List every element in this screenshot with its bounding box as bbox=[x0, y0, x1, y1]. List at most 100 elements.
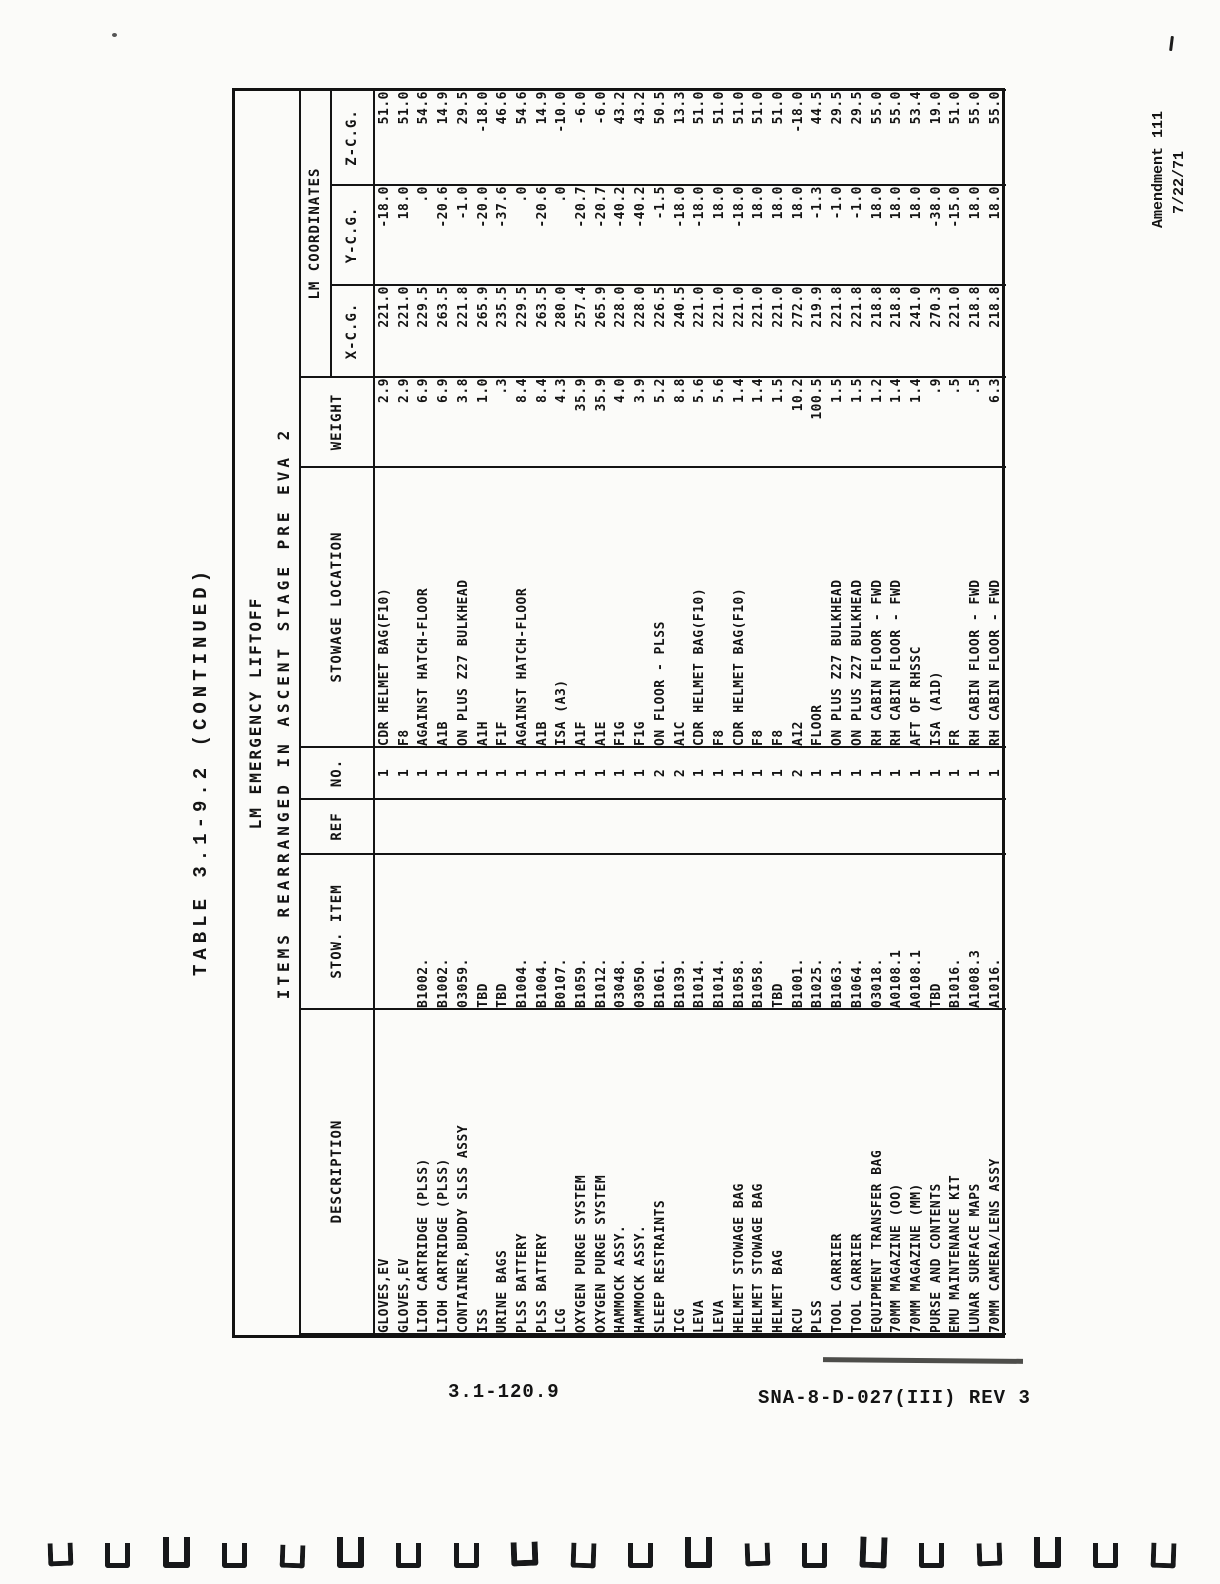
table-cell: -18.0 bbox=[729, 185, 750, 285]
table-cell: 35.9 bbox=[591, 377, 612, 467]
table-row: LUNAR SURFACE MAPS A1008.3 1 RH CABIN FLOOR… bbox=[966, 90, 986, 1334]
table-cell: 14.9 bbox=[434, 90, 454, 185]
table-title: LM EMERGENCY LIFTOFF bbox=[246, 596, 265, 830]
table-cell: F1G bbox=[611, 467, 632, 747]
table-cell: LUNAR SURFACE MAPS bbox=[966, 1009, 986, 1334]
table-cell: 55.0 bbox=[966, 90, 986, 185]
table-cell: ON PLUS Z27 BULKHEAD bbox=[847, 467, 868, 747]
table-cell bbox=[670, 799, 691, 854]
table-cell: 270.3 bbox=[926, 285, 947, 377]
table-cell: 218.8 bbox=[887, 285, 907, 377]
table-row: GLOVES,EV 1 CDR HELMET BAG(F10) 2.9 221.0 -18… bbox=[374, 90, 395, 1334]
table-cell: 221.0 bbox=[946, 285, 967, 377]
table-cell: CDR HELMET BAG(F10) bbox=[729, 467, 750, 747]
table-cell: 43.2 bbox=[611, 90, 632, 185]
table-cell: 1 bbox=[847, 747, 868, 799]
table-cell bbox=[788, 799, 809, 854]
table-cell bbox=[473, 799, 494, 854]
table-cell bbox=[572, 799, 592, 854]
table-cell: B0107. bbox=[552, 854, 573, 1009]
table-cell: 1 bbox=[374, 747, 395, 799]
table-cell: HAMMOCK ASSY. bbox=[631, 1009, 651, 1334]
table-cell: RCU bbox=[788, 1009, 809, 1334]
table-cell: F8 bbox=[709, 467, 730, 747]
table-cell bbox=[493, 799, 513, 854]
table-cell: 1.4 bbox=[729, 377, 750, 467]
table-cell: 14.9 bbox=[532, 90, 553, 185]
table-cell bbox=[512, 799, 533, 854]
table-cell: 13.3 bbox=[670, 90, 691, 185]
table-cell: 265.9 bbox=[473, 285, 494, 377]
table-cell bbox=[552, 799, 573, 854]
table-row: CONTAINER,BUDDY SLSS ASSY 03059. 1 ON PLUS … bbox=[453, 90, 474, 1334]
table-cell: 1 bbox=[414, 747, 435, 799]
table-cell: 1 bbox=[394, 747, 415, 799]
table-cell: FR bbox=[946, 467, 967, 747]
table-cell: SLEEP RESTRAINTS bbox=[650, 1009, 671, 1334]
table-row: SLEEP RESTRAINTS B1061. 2 ON FLOOR - PLSS 5.… bbox=[650, 90, 671, 1334]
table-cell: RH CABIN FLOOR - FWD bbox=[887, 467, 907, 747]
binding-mark bbox=[222, 1543, 248, 1568]
table-cell: 8.4 bbox=[512, 377, 533, 467]
table-cell: ON PLUS Z27 BULKHEAD bbox=[828, 467, 848, 747]
table-cell: 1 bbox=[532, 747, 553, 799]
table-cell: 1 bbox=[887, 747, 907, 799]
table-row: EQUIPMENT TRANSFER BAG 03018. 1 RH CABIN FL… bbox=[867, 90, 888, 1334]
table-header: DESCRIPTION STOW. ITEM REF NO. STOWAGE L… bbox=[300, 90, 374, 1334]
table-cell bbox=[631, 799, 651, 854]
table-cell: 51.0 bbox=[374, 90, 395, 185]
table-cell: -37.6 bbox=[493, 185, 513, 285]
table-cell: TBD bbox=[769, 854, 789, 1009]
table-row: LIOH CARTRIDGE (PLSS) B1002. 1 A1B 6.9 263.5-… bbox=[434, 90, 454, 1334]
table-cell: HELMET STOWAGE BAG bbox=[729, 1009, 750, 1334]
table-cell: B1058. bbox=[749, 854, 770, 1009]
table-cell: AFT OF RHSSC bbox=[906, 467, 927, 747]
col-header-ref: REF bbox=[300, 799, 374, 854]
table-cell: 19.0 bbox=[926, 90, 947, 185]
col-header-description: DESCRIPTION bbox=[300, 1009, 374, 1334]
table-cell: LIOH CARTRIDGE (PLSS) bbox=[434, 1009, 454, 1334]
table-cell: FLOOR bbox=[808, 467, 829, 747]
table-cell: 6.9 bbox=[414, 377, 435, 467]
table-cell: -1.0 bbox=[828, 185, 848, 285]
table-cell: 1 bbox=[709, 747, 730, 799]
table-cell: 240.5 bbox=[670, 285, 691, 377]
table-cell: 228.0 bbox=[631, 285, 651, 377]
table-row: 70MM CAMERA/LENS ASSY A1016. 1 RH CABIN FLO… bbox=[985, 90, 1006, 1334]
table-cell: 221.8 bbox=[453, 285, 474, 377]
table-cell: PURSE AND CONTENTS bbox=[926, 1009, 947, 1334]
col-header-weight: WEIGHT bbox=[300, 377, 374, 467]
table-row: OXYGEN PURGE SYSTEM B1012. 1 A1E 35.9 265.9 -2… bbox=[591, 90, 612, 1334]
table-cell: -18.0 bbox=[670, 185, 691, 285]
table-cell: 50.5 bbox=[650, 90, 671, 185]
table-cell: .3 bbox=[493, 377, 513, 467]
table-cell bbox=[926, 799, 947, 854]
table-cell: OXYGEN PURGE SYSTEM bbox=[572, 1009, 592, 1334]
binding-mark bbox=[744, 1542, 771, 1567]
table-row: 70MM MAGAZINE (OO) A0108.1 1 RH CABIN FLOOR… bbox=[887, 90, 907, 1334]
table-cell: LEVA bbox=[690, 1009, 710, 1334]
table-cell: 280.0 bbox=[552, 285, 573, 377]
table-cell: -6.0 bbox=[572, 90, 592, 185]
table-cell: 263.5 bbox=[532, 285, 553, 377]
table-cell: 272.0 bbox=[788, 285, 809, 377]
table-cell: 18.0 bbox=[887, 185, 907, 285]
table-cell: 54.6 bbox=[414, 90, 435, 185]
table-row: PLSS BATTERY B1004. 1 AGAINST HATCH-FLOOR 8.… bbox=[512, 90, 533, 1334]
table-cell: 1 bbox=[769, 747, 789, 799]
table-cell: B1064. bbox=[847, 854, 868, 1009]
binding-mark bbox=[279, 1544, 306, 1569]
table-cell: 18.0 bbox=[788, 185, 809, 285]
table-cell: 70MM MAGAZINE (OO) bbox=[887, 1009, 907, 1334]
table-cell: RH CABIN FLOOR - FWD bbox=[985, 467, 1006, 747]
table-cell bbox=[985, 799, 1006, 854]
binding-mark bbox=[105, 1543, 131, 1568]
table-cell: B1058. bbox=[729, 854, 750, 1009]
table-cell: 51.0 bbox=[729, 90, 750, 185]
binding-mark bbox=[1033, 1537, 1061, 1568]
table-row: GLOVES,EV 1 F8 2.9 221.0 18.0 51.0 bbox=[394, 90, 415, 1334]
binding-mark bbox=[570, 1542, 597, 1569]
binding-mark bbox=[628, 1543, 654, 1568]
amendment-date: 7/22/71 bbox=[1171, 150, 1188, 214]
table-cell: -40.2 bbox=[611, 185, 632, 285]
